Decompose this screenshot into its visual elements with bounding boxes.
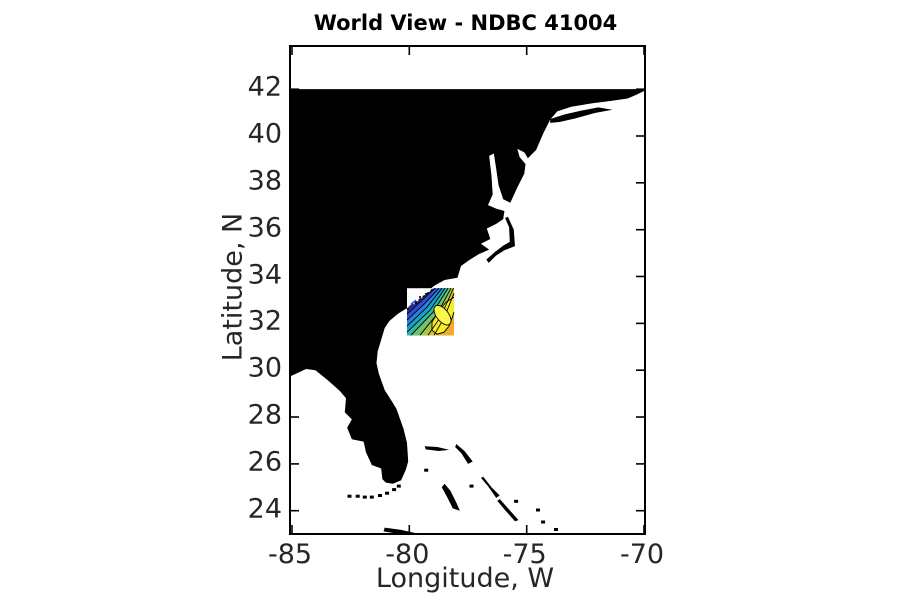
contour-line-2	[406, 287, 440, 321]
contour-patch-41004	[406, 287, 455, 336]
patch-land-mask	[407, 288, 434, 310]
coast-speck	[419, 296, 421, 298]
island-cuba-north-coast	[383, 527, 416, 533]
y-tick-label: 24	[247, 493, 282, 525]
island-dot	[554, 528, 558, 531]
island-dot	[347, 494, 352, 498]
coast-speck	[425, 293, 427, 295]
island-long-island	[550, 107, 613, 123]
island-dot	[378, 494, 382, 497]
island-outer-banks	[486, 216, 515, 263]
island-dot	[392, 488, 397, 492]
island-dot	[514, 499, 519, 503]
y-tick-label: 28	[247, 399, 282, 431]
island-andros	[441, 483, 460, 511]
x-tick-label: -75	[502, 539, 547, 570]
y-axis-label: Latitude, N	[217, 212, 249, 362]
island-exuma-chain	[497, 499, 519, 522]
land-mainland	[291, 89, 644, 484]
y-tick-label: 26	[247, 446, 282, 478]
y-tick-label: 32	[247, 305, 282, 337]
island-dot	[362, 495, 367, 499]
island-eleuthera	[480, 476, 500, 498]
island-grand-bahama	[424, 446, 450, 451]
coast-speck	[415, 302, 417, 304]
contour-line-5	[410, 287, 449, 336]
island-dot	[541, 520, 546, 524]
island-dot	[355, 494, 360, 498]
coast-sliver	[408, 303, 414, 308]
contour-line-3	[406, 287, 443, 327]
island-dot	[536, 508, 540, 512]
map-canvas	[291, 47, 644, 533]
y-tick-label: 34	[247, 259, 282, 291]
island-dot	[469, 484, 474, 488]
contour-line-4	[406, 287, 446, 333]
tick-marks	[291, 47, 644, 533]
island-abaco	[455, 443, 473, 464]
plot-area	[289, 45, 646, 535]
island-dot	[424, 468, 429, 472]
figure-title: World View - NDBC 41004	[313, 11, 618, 35]
y-tick-label: 40	[247, 118, 282, 150]
island-dot	[385, 491, 390, 495]
coast-sliver	[410, 299, 417, 305]
y-tick-label: 30	[247, 352, 282, 384]
island-dot	[396, 484, 401, 488]
contour-max-loop	[433, 304, 452, 326]
contour-line-1	[406, 287, 436, 315]
island-dot	[369, 495, 374, 499]
y-tick-label: 38	[247, 165, 282, 197]
y-tick-label: 42	[247, 71, 282, 103]
x-tick-label: -85	[267, 539, 313, 570]
y-tick-label: 36	[247, 212, 282, 244]
x-axis-label: Longitude, W	[375, 563, 555, 594]
x-tick-label: -70	[619, 539, 665, 570]
x-tick-label: -80	[385, 539, 430, 570]
